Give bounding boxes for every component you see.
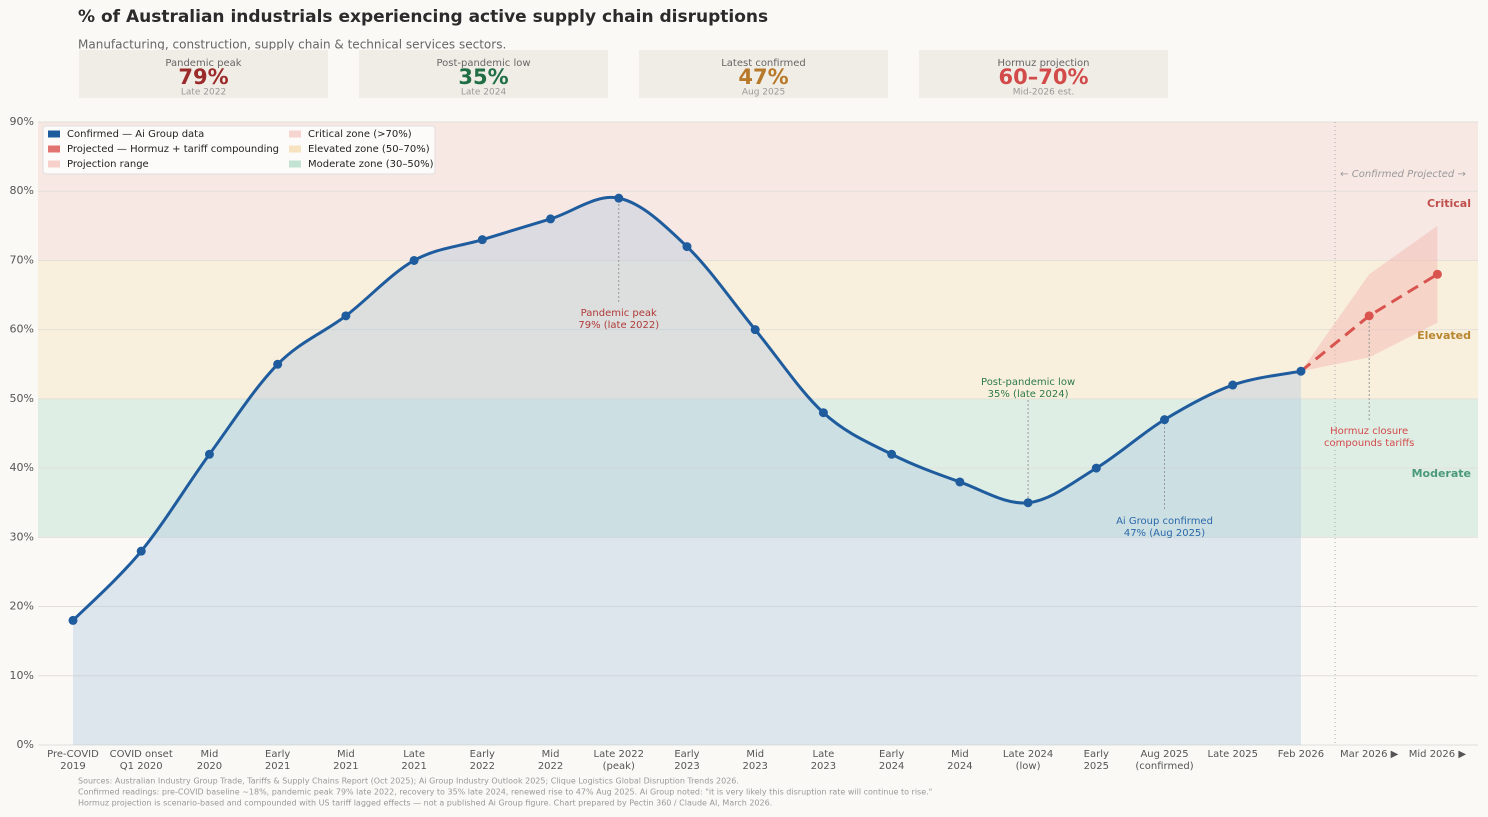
- kpi-value: 47%: [738, 65, 788, 89]
- legend-swatch: [48, 160, 60, 168]
- confirmed-point: [409, 255, 419, 265]
- kpi-value: 35%: [458, 65, 508, 89]
- x-tick-label: Late 2024 (low): [1003, 749, 1053, 772]
- y-tick-label: 70%: [10, 253, 34, 266]
- x-tick-label: Late 2022 (peak): [594, 749, 644, 772]
- projected-point: [1432, 269, 1442, 279]
- chart-subtitle: Manufacturing, construction, supply chai…: [78, 38, 506, 52]
- kpi-sub: Late 2024: [461, 88, 507, 98]
- projected-point: [1364, 311, 1374, 321]
- annotation: Pandemic peak 79% (late 2022): [578, 308, 659, 331]
- legend-label: Projected — Hormuz + tariff compounding: [67, 144, 279, 155]
- confirmed-point: [546, 214, 556, 224]
- confirmed-point: [204, 449, 214, 459]
- x-tick-label: Late 2023: [811, 749, 836, 772]
- kpi-value: 60–70%: [999, 65, 1089, 89]
- confirmed-point: [1160, 415, 1170, 425]
- kpi-card: [919, 50, 1168, 98]
- footnote: Confirmed readings: pre-COVID baseline ~…: [78, 788, 932, 797]
- confirmed-area: [73, 197, 1301, 745]
- projection-range: [1300, 225, 1438, 372]
- confirmed-point: [887, 449, 897, 459]
- kpi-sub: Late 2022: [181, 88, 226, 98]
- x-tick-label: Early 2024: [879, 749, 904, 772]
- legend-swatch: [289, 130, 301, 138]
- divider-label: ← Confirmed Projected →: [1340, 169, 1466, 180]
- zone-label: Moderate: [1412, 467, 1471, 480]
- legend-swatch: [48, 130, 60, 138]
- x-tick-label: Early 2022: [470, 749, 495, 772]
- confirmed-point: [1091, 463, 1101, 473]
- x-tick-label: Mid 2020: [197, 749, 222, 772]
- annotation: Hormuz closure compounds tariffs: [1324, 426, 1414, 449]
- x-tick-label: Late 2025: [1208, 749, 1258, 760]
- y-tick-label: 50%: [10, 392, 34, 405]
- x-tick-label: Mid 2023: [742, 749, 767, 772]
- legend-label: Projection range: [67, 159, 149, 170]
- kpi-label: Latest confirmed: [721, 58, 806, 69]
- x-tick-label: COVID onset Q1 2020: [110, 749, 173, 772]
- zone-label: Critical: [1427, 197, 1471, 210]
- y-tick-label: 0%: [17, 738, 34, 751]
- legend-swatch: [48, 145, 60, 153]
- x-tick-label: Mar 2026 ▶: [1340, 749, 1399, 760]
- confirmed-point: [68, 615, 78, 625]
- kpi-card: [79, 50, 328, 98]
- confirmed-point: [682, 242, 692, 252]
- annotation: Post-pandemic low 35% (late 2024): [981, 377, 1075, 400]
- kpi-value: 79%: [178, 65, 228, 89]
- kpi-card: [639, 50, 888, 98]
- legend-swatch: [289, 160, 301, 168]
- confirmed-point: [1228, 380, 1238, 390]
- kpi-sub: Aug 2025: [742, 88, 785, 98]
- x-tick-label: Late 2021: [401, 749, 426, 772]
- y-tick-label: 20%: [10, 600, 34, 613]
- legend-label: Moderate zone (30–50%): [308, 159, 434, 170]
- x-tick-label: Feb 2026: [1278, 749, 1324, 760]
- confirmed-point: [818, 408, 828, 418]
- footnote: Sources: Australian Industry Group Trade…: [78, 777, 739, 786]
- legend-swatch: [289, 145, 301, 153]
- x-tick-label: Pre-COVID 2019: [47, 749, 99, 772]
- confirmed-point: [750, 325, 760, 335]
- kpi-sub: Mid-2026 est.: [1013, 88, 1075, 98]
- confirmed-point: [614, 193, 624, 203]
- kpi-card: [359, 50, 608, 98]
- x-tick-label: Early 2025: [1084, 749, 1109, 772]
- annotation: Ai Group confirmed 47% (Aug 2025): [1116, 516, 1213, 539]
- confirmed-point: [1296, 366, 1306, 376]
- kpi-label: Hormuz projection: [997, 58, 1089, 69]
- chart-title: % of Australian industrials experiencing…: [78, 7, 768, 27]
- y-tick-label: 40%: [10, 461, 34, 474]
- confirmed-point: [1023, 498, 1033, 508]
- x-tick-label: Aug 2025 (confirmed): [1135, 749, 1193, 772]
- x-tick-label: Early 2021: [265, 749, 290, 772]
- legend-label: Confirmed — Ai Group data: [67, 129, 204, 140]
- x-tick-label: Early 2023: [674, 749, 699, 772]
- zone-label: Elevated: [1417, 329, 1471, 342]
- confirmed-point: [341, 311, 351, 321]
- y-tick-label: 60%: [10, 323, 34, 336]
- confirmed-point: [273, 359, 283, 369]
- kpi-label: Post-pandemic low: [436, 58, 530, 69]
- x-tick-label: Mid 2024: [947, 749, 972, 772]
- x-tick-label: Mid 2021: [333, 749, 358, 772]
- y-tick-label: 90%: [10, 115, 34, 128]
- y-tick-label: 80%: [10, 184, 34, 197]
- y-tick-label: 10%: [10, 669, 34, 682]
- legend-box: [42, 125, 436, 175]
- x-tick-label: Mid 2026 ▶: [1409, 749, 1467, 760]
- kpi-label: Pandemic peak: [165, 58, 241, 69]
- y-tick-label: 30%: [10, 530, 34, 543]
- confirmed-point: [136, 546, 146, 556]
- confirmed-point: [477, 235, 487, 245]
- legend-label: Elevated zone (50–70%): [308, 144, 430, 155]
- x-tick-label: Mid 2022: [538, 749, 563, 772]
- confirmed-point: [955, 477, 965, 487]
- legend-label: Critical zone (>70%): [308, 129, 412, 140]
- footnote: Hormuz projection is scenario-based and …: [78, 799, 772, 808]
